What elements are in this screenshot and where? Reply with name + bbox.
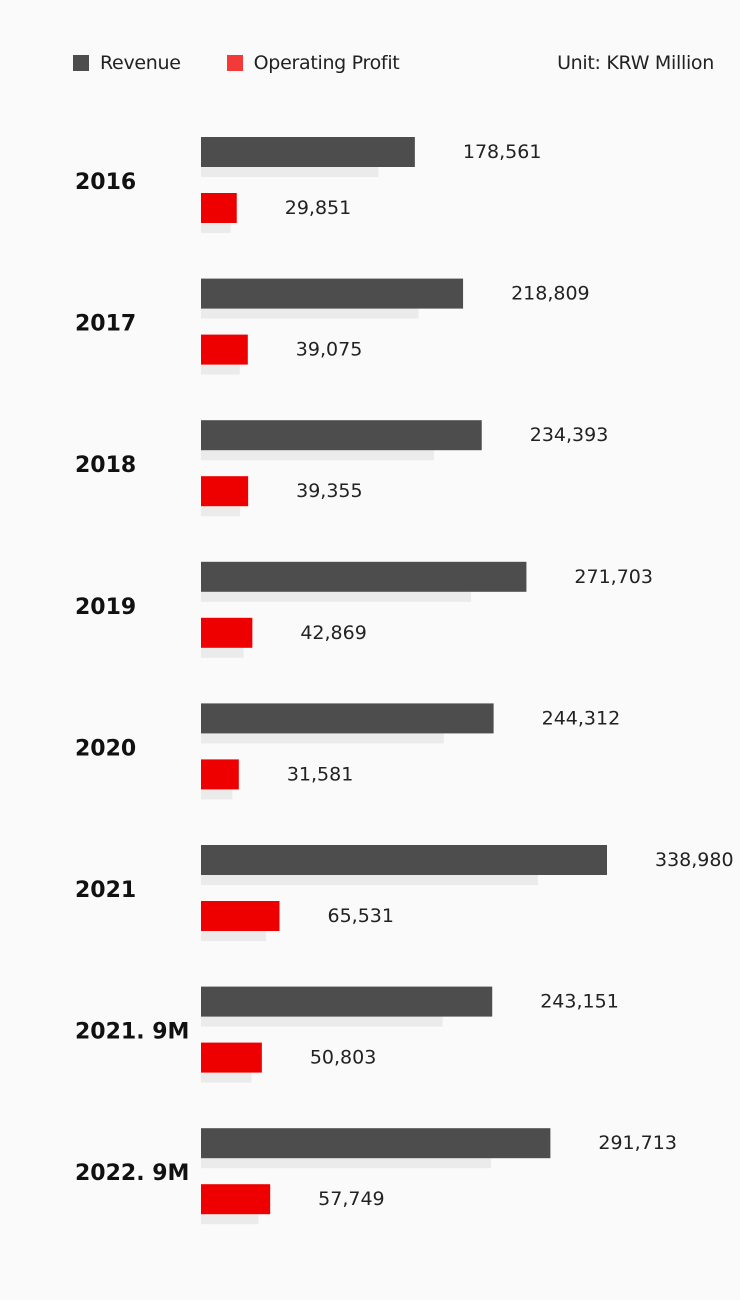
operating-profit-bar-2017 [201,334,248,365]
operating-profit-bar-2021-9m [201,1042,262,1073]
revenue-bar-2016 [201,137,415,167]
revenue-bar-2017 [201,278,464,309]
revenue-bar-shadow-2022-9m [201,1158,491,1169]
operating-profit-value-label-2022-9m: 57,749 [318,1188,384,1210]
revenue-bar-shadow-2017 [201,308,419,319]
operating-profit-value-label-2018: 39,355 [296,480,362,502]
revenue-value-label-2021-9m: 243,151 [540,991,619,1013]
operating-profit-bar-shadow-2021-9m [201,1072,252,1083]
unit-label: Unit: KRW Million [557,52,714,74]
operating-profit-value-label-2019: 42,869 [300,622,366,644]
legend-swatch-operating-profit [226,55,243,71]
operating-profit-bar-2022-9m [201,1184,271,1215]
revenue-bar-shadow-2019 [201,591,472,602]
category-label-2022-9m: 2022. 9M [75,1161,189,1186]
operating-profit-bar-shadow-2020 [201,789,233,800]
revenue-bar-2020 [201,703,494,734]
category-label-2019: 2019 [75,595,136,620]
revenue-bar-2021 [201,845,607,875]
revenue-bar-2019 [201,561,527,592]
revenue-bar-shadow-2018 [201,450,435,461]
revenue-value-label-2018: 234,393 [530,424,609,446]
revenue-bar-2018 [201,420,482,451]
revenue-value-label-2019: 271,703 [574,566,653,588]
operating-profit-bar-shadow-2017 [201,364,240,375]
legend-item-operating-profit: Operating Profit [226,52,400,74]
revenue-bar-shadow-2021-9m [201,1016,443,1027]
legend-swatch-revenue [73,55,89,71]
revenue-bar-2021-9m [201,986,493,1017]
operating-profit-bar-shadow-2021 [201,931,267,941]
revenue-value-label-2017: 218,809 [511,283,590,305]
revenue-bar-2022-9m [201,1128,551,1159]
revenue-value-label-2022-9m: 291,713 [598,1132,677,1154]
operating-profit-bar-2018 [201,476,249,507]
category-label-2021: 2021 [75,878,136,903]
operating-profit-bar-2021 [201,901,280,931]
category-label-2020: 2020 [75,736,136,761]
operating-profit-bar-shadow-2019 [201,647,244,658]
revenue-value-label-2021: 338,980 [655,849,734,871]
operating-profit-value-label-2021-9m: 50,803 [310,1047,376,1069]
category-label-2018: 2018 [75,453,136,478]
category-label-2016: 2016 [75,170,136,195]
revenue-bar-shadow-2020 [201,733,444,744]
operating-profit-bar-shadow-2018 [201,506,241,517]
operating-profit-bar-2016 [201,193,237,223]
operating-profit-bar-shadow-2016 [201,223,231,233]
operating-profit-value-label-2020: 31,581 [287,763,353,785]
operating-profit-value-label-2021: 65,531 [327,905,393,927]
revenue-value-label-2020: 244,312 [542,707,621,729]
revenue-bar-shadow-2021 [201,875,538,885]
legend: Revenue Operating Profit [73,50,445,76]
operating-profit-bar-shadow-2022-9m [201,1214,259,1225]
revenue-bar-shadow-2016 [201,167,379,177]
category-label-2021-9m: 2021. 9M [75,1020,189,1045]
operating-profit-value-label-2016: 29,851 [285,197,351,219]
legend-label-revenue: Revenue [100,52,181,74]
operating-profit-bar-2020 [201,759,239,790]
operating-profit-bar-2019 [201,617,253,648]
legend-item-revenue: Revenue [73,52,181,74]
legend-label-operating-profit: Operating Profit [253,52,400,74]
category-label-2017: 2017 [75,312,136,337]
operating-profit-value-label-2017: 39,075 [296,339,362,361]
revenue-value-label-2016: 178,561 [463,141,542,163]
